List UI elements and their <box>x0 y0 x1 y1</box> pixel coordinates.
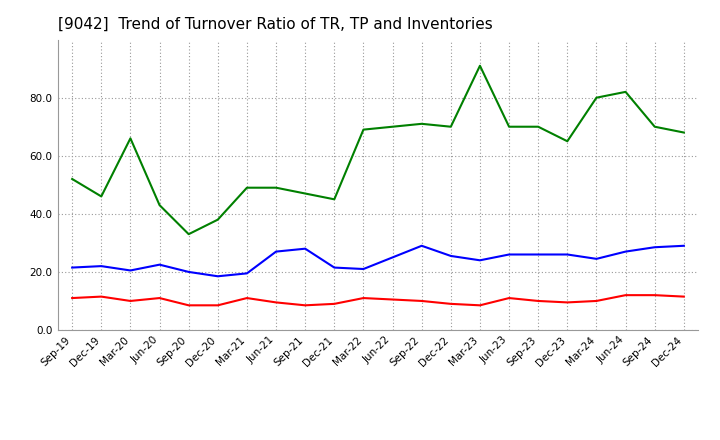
Inventories <box>592 95 600 100</box>
Trade Receivables <box>184 303 193 308</box>
Trade Payables <box>213 274 222 279</box>
Trade Payables <box>621 249 630 254</box>
Trade Receivables <box>68 295 76 301</box>
Trade Payables <box>418 243 426 249</box>
Inventories <box>680 130 688 135</box>
Inventories <box>126 136 135 141</box>
Trade Payables <box>505 252 513 257</box>
Trade Receivables <box>476 303 485 308</box>
Trade Receivables <box>156 295 164 301</box>
Inventories <box>650 124 659 129</box>
Inventories <box>621 89 630 95</box>
Trade Receivables <box>621 293 630 298</box>
Trade Receivables <box>359 295 368 301</box>
Trade Receivables <box>301 303 310 308</box>
Trade Payables <box>388 255 397 260</box>
Inventories <box>446 124 455 129</box>
Trade Payables <box>650 245 659 250</box>
Inventories <box>184 231 193 237</box>
Trade Receivables <box>126 298 135 304</box>
Inventories <box>271 185 280 191</box>
Trade Receivables <box>213 303 222 308</box>
Trade Payables <box>330 265 338 270</box>
Inventories <box>243 185 251 191</box>
Trade Payables <box>680 243 688 249</box>
Trade Receivables <box>680 294 688 299</box>
Trade Payables <box>301 246 310 251</box>
Line: Inventories: Inventories <box>72 66 684 234</box>
Trade Payables <box>446 253 455 259</box>
Inventories <box>505 124 513 129</box>
Inventories <box>68 176 76 182</box>
Inventories <box>359 127 368 132</box>
Trade Receivables <box>97 294 106 299</box>
Trade Receivables <box>271 300 280 305</box>
Trade Receivables <box>418 298 426 304</box>
Inventories <box>563 139 572 144</box>
Trade Receivables <box>534 298 543 304</box>
Inventories <box>97 194 106 199</box>
Trade Payables <box>592 256 600 261</box>
Inventories <box>330 197 338 202</box>
Trade Receivables <box>650 293 659 298</box>
Trade Payables <box>184 269 193 275</box>
Trade Receivables <box>243 295 251 301</box>
Trade Payables <box>563 252 572 257</box>
Trade Receivables <box>446 301 455 307</box>
Inventories <box>388 124 397 129</box>
Trade Receivables <box>388 297 397 302</box>
Trade Receivables <box>505 295 513 301</box>
Inventories <box>534 124 543 129</box>
Trade Payables <box>476 258 485 263</box>
Inventories <box>156 202 164 208</box>
Trade Payables <box>243 271 251 276</box>
Inventories <box>476 63 485 68</box>
Inventories <box>213 217 222 222</box>
Trade Payables <box>126 268 135 273</box>
Trade Payables <box>97 264 106 269</box>
Trade Receivables <box>330 301 338 307</box>
Trade Payables <box>156 262 164 267</box>
Line: Trade Receivables: Trade Receivables <box>72 295 684 305</box>
Trade Payables <box>68 265 76 270</box>
Trade Payables <box>271 249 280 254</box>
Trade Receivables <box>563 300 572 305</box>
Inventories <box>301 191 310 196</box>
Line: Trade Payables: Trade Payables <box>72 246 684 276</box>
Trade Payables <box>534 252 543 257</box>
Text: [9042]  Trend of Turnover Ratio of TR, TP and Inventories: [9042] Trend of Turnover Ratio of TR, TP… <box>58 16 492 32</box>
Trade Receivables <box>592 298 600 304</box>
Inventories <box>418 121 426 126</box>
Trade Payables <box>359 266 368 271</box>
